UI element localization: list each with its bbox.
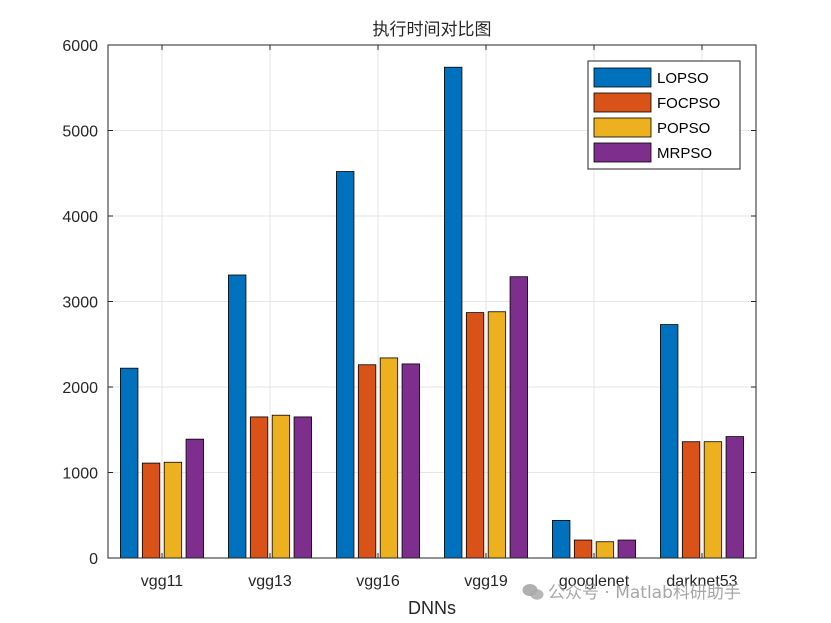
bar-focpso: [357, 364, 377, 559]
bar-popso: [271, 414, 291, 559]
chart-title: 执行时间对比图: [373, 20, 492, 40]
legend-swatch: [593, 142, 652, 163]
bar-lopso: [444, 66, 463, 559]
x-axis-label: DNNs: [408, 598, 456, 618]
bar-lopso: [336, 171, 355, 559]
x-axis-ticks: vgg11 vgg13 vgg16 vgg19 googlenet darknet53: [141, 45, 738, 590]
watermark: 公众号 · Matlab科研助手: [522, 578, 741, 603]
legend-label: LOPSO: [657, 70, 709, 87]
bar-mrpso: [401, 363, 420, 559]
bar-popso: [163, 461, 183, 559]
legend-swatch: [593, 92, 652, 113]
bar-popso: [595, 541, 615, 559]
watermark-text: 公众号 · Matlab科研助手: [548, 583, 741, 603]
grid-lines: [108, 45, 756, 558]
bar-focpso: [681, 441, 701, 559]
x-tick-label: vgg11: [141, 573, 184, 590]
x-tick-label: vgg19: [464, 573, 508, 590]
legend-swatch: [593, 67, 652, 88]
legend-swatch: [593, 117, 652, 138]
bar-mrpso: [509, 276, 528, 559]
x-tick-label: vgg16: [356, 573, 400, 590]
bar-lopso: [552, 519, 571, 559]
legend-label: POPSO: [657, 120, 710, 137]
bar-focpso: [465, 312, 485, 559]
y-tick-label: 0: [89, 551, 98, 568]
legend-label: MRPSO: [657, 145, 712, 162]
bar-focpso: [141, 462, 161, 559]
y-axis-ticks: 0 1000 2000 3000 4000 5000 6000: [62, 38, 756, 568]
bar-popso: [703, 441, 723, 559]
legend-label: FOCPSO: [657, 95, 720, 112]
bar-popso: [487, 311, 507, 559]
legend: LOPSO FOCPSO POPSO MRPSO: [587, 60, 741, 170]
wechat-icon: [522, 584, 544, 600]
x-tick-label: googlenet: [559, 573, 630, 590]
y-tick-label: 2000: [62, 380, 98, 397]
y-tick-label: 5000: [62, 124, 98, 141]
bar-lopso: [660, 324, 679, 559]
bar-lopso: [228, 274, 247, 559]
bar-popso: [379, 357, 399, 559]
y-tick-label: 4000: [62, 209, 98, 226]
x-tick-label: darknet53: [666, 573, 737, 590]
bar-mrpso: [185, 438, 204, 559]
y-tick-label: 6000: [62, 38, 98, 55]
bar-lopso: [120, 367, 139, 559]
bar-focpso: [573, 539, 593, 559]
bar-mrpso: [293, 416, 312, 559]
y-tick-label: 3000: [62, 295, 98, 312]
bar-focpso: [249, 416, 269, 559]
bar-mrpso: [725, 436, 744, 559]
x-tick-label: vgg13: [248, 573, 292, 590]
bar-mrpso: [617, 539, 636, 559]
y-tick-label: 1000: [62, 466, 98, 483]
